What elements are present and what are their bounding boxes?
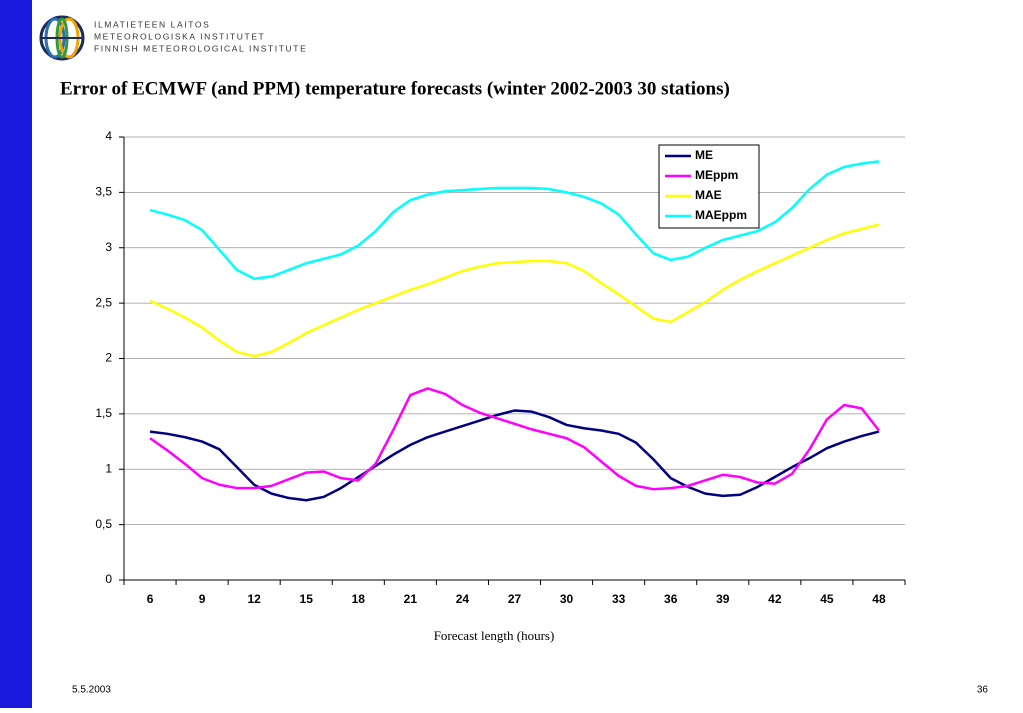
x-tick-label: 15: [300, 592, 314, 606]
x-tick-label: 21: [404, 592, 418, 606]
y-tick-label: 0: [105, 572, 112, 586]
x-tick-label: 36: [664, 592, 678, 606]
y-tick-label: 0,5: [95, 517, 112, 531]
x-tick-label: 6: [147, 592, 154, 606]
footer-page: 36: [977, 685, 989, 696]
logo-text: ILMATIETEEN LAITOS: [94, 19, 210, 29]
y-tick-label: 1: [105, 461, 112, 475]
y-tick-label: 1,5: [95, 406, 112, 420]
legend-box: [658, 144, 760, 229]
x-tick-label: 48: [872, 592, 886, 606]
y-tick-label: 2,5: [95, 295, 112, 309]
legend-label: ME: [695, 148, 713, 162]
legend-label: MAEppm: [695, 208, 747, 222]
x-tick-label: 9: [199, 592, 206, 606]
line-series: [149, 160, 880, 281]
line-series: [149, 409, 880, 502]
logo-text: METEOROLOGISKA INSTITUTET: [94, 31, 265, 41]
legend-label: MAE: [695, 188, 722, 202]
line-series: [149, 387, 880, 491]
footer-date: 5.5.2003: [72, 685, 111, 696]
x-tick-label: 24: [456, 592, 470, 606]
x-tick-label: 30: [560, 592, 574, 606]
legend-label: MEppm: [695, 168, 738, 182]
x-axis-label: Forecast length (hours): [434, 628, 555, 643]
logo-text: FINNISH METEOROLOGICAL INSTITUTE: [94, 43, 307, 53]
x-tick-label: 27: [508, 592, 522, 606]
chart-title: Error of ECMWF (and PPM) temperature for…: [60, 78, 730, 99]
y-tick-label: 2: [105, 351, 112, 365]
logo: [39, 15, 85, 61]
x-tick-label: 42: [768, 592, 782, 606]
side-bar: [0, 0, 32, 708]
x-tick-label: 45: [820, 592, 834, 606]
x-tick-label: 33: [612, 592, 626, 606]
y-tick-label: 3,5: [95, 185, 112, 199]
x-tick-label: 12: [247, 592, 261, 606]
y-tick-label: 4: [105, 129, 112, 143]
x-tick-label: 18: [352, 592, 366, 606]
x-tick-label: 39: [716, 592, 730, 606]
line-series: [149, 223, 880, 358]
y-tick-label: 3: [105, 240, 112, 254]
